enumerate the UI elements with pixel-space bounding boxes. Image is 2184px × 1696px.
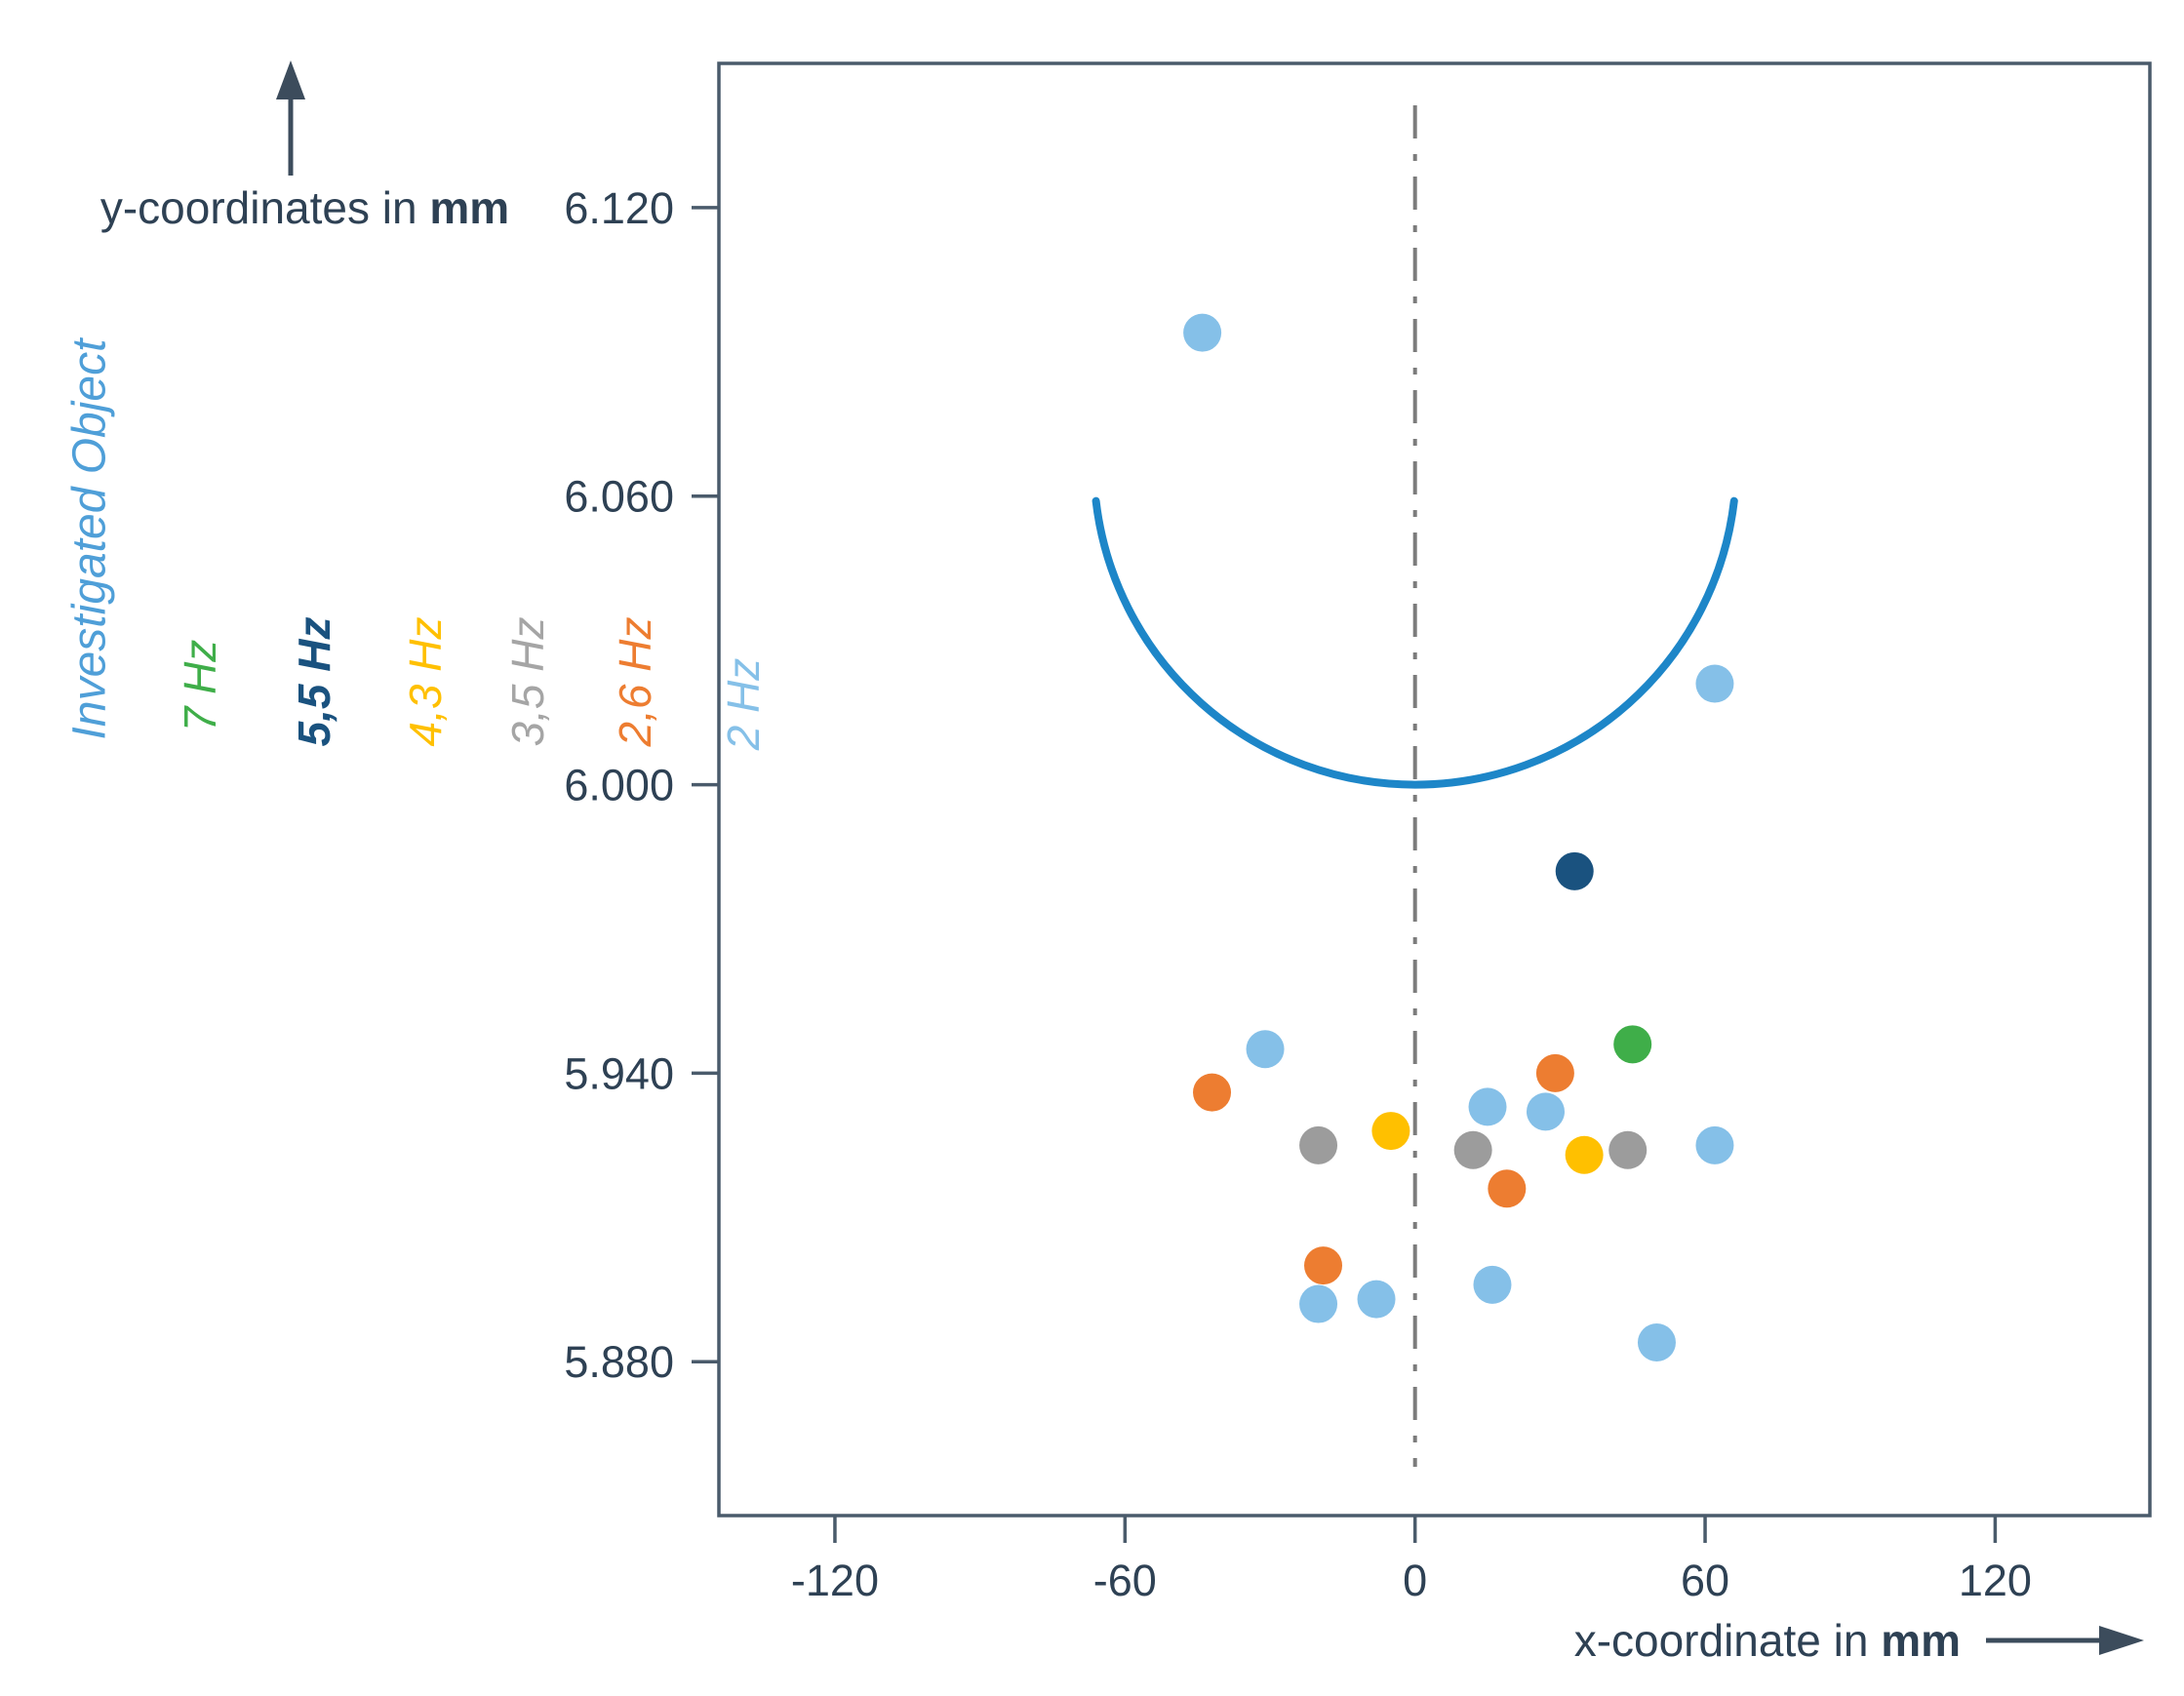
y-tick-label: 6.120 — [564, 183, 674, 233]
data-point-2-6-Hz — [1535, 1053, 1574, 1092]
x-axis-title: x-coordinate in mm — [1346, 1609, 1961, 1672]
data-point-2-6-Hz — [1488, 1169, 1527, 1208]
data-point-2-6-Hz — [1304, 1246, 1343, 1285]
data-point-7-Hz — [1613, 1025, 1652, 1064]
y-tick-label: 5.880 — [564, 1337, 674, 1387]
x-tick-label: -120 — [791, 1556, 879, 1605]
data-point-2-Hz — [1468, 1087, 1507, 1126]
data-point-2-Hz — [1473, 1265, 1512, 1304]
data-point-3-5-Hz — [1299, 1125, 1338, 1164]
x-axis-title-text: x-coordinate in — [1573, 1615, 1882, 1666]
data-point-4-3-Hz — [1565, 1135, 1604, 1174]
data-point-3-5-Hz — [1453, 1130, 1492, 1169]
data-point-4-3-Hz — [1371, 1112, 1410, 1151]
legend-item-3-5hz: 3,5 Hz — [502, 616, 553, 747]
x-tick-label: 120 — [1959, 1556, 2032, 1605]
legend-item-4-3hz: 4,3 Hz — [400, 616, 451, 747]
data-point-5-5-Hz — [1555, 851, 1594, 890]
x-tick-label: 60 — [1681, 1556, 1729, 1605]
legend-investigated-object-label: Investigated Object — [63, 338, 116, 740]
legend-item-2-6hz: 2,6 Hz — [610, 616, 660, 747]
data-point-2-Hz — [1299, 1284, 1338, 1323]
data-point-2-Hz — [1637, 1323, 1676, 1362]
legend-item-2hz: 2 Hz — [718, 657, 769, 751]
data-point-2-Hz — [1695, 664, 1734, 703]
y-tick-label: 6.060 — [564, 472, 674, 522]
plot-border — [717, 61, 2152, 1518]
x-tick-label: 0 — [1403, 1556, 1427, 1605]
data-point-2-Hz — [1526, 1092, 1565, 1131]
data-point-3-5-Hz — [1608, 1130, 1648, 1169]
y-tick-label: 6.000 — [564, 761, 674, 810]
x-axis-arrow-icon — [1986, 1626, 2144, 1655]
chart-layer: -120 -60 0 60 120 6.120 6.060 6.000 5.940 5.880 — [564, 61, 2152, 1605]
x-axis-title-unit: mm — [1881, 1615, 1961, 1666]
investigated-object-arc — [1092, 496, 1738, 789]
y-tick-label: 5.940 — [564, 1048, 674, 1098]
y-axis-title-unit: mm — [429, 182, 510, 233]
y-axis-title: y-coordinates in mm — [29, 177, 580, 239]
data-point-2-Hz — [1357, 1280, 1396, 1319]
y-axis-title-text: y-coordinates in — [99, 182, 430, 233]
data-point-2-Hz — [1183, 313, 1222, 352]
data-point-2-Hz — [1695, 1125, 1734, 1164]
y-axis-arrow-icon — [276, 60, 305, 176]
legend-item-5-5hz: 5,5 Hz — [289, 616, 339, 747]
data-point-2-6-Hz — [1193, 1073, 1232, 1112]
legend-item-7hz: 7 Hz — [175, 639, 225, 732]
x-tick-label: -60 — [1093, 1556, 1157, 1605]
data-point-2-Hz — [1246, 1030, 1285, 1069]
